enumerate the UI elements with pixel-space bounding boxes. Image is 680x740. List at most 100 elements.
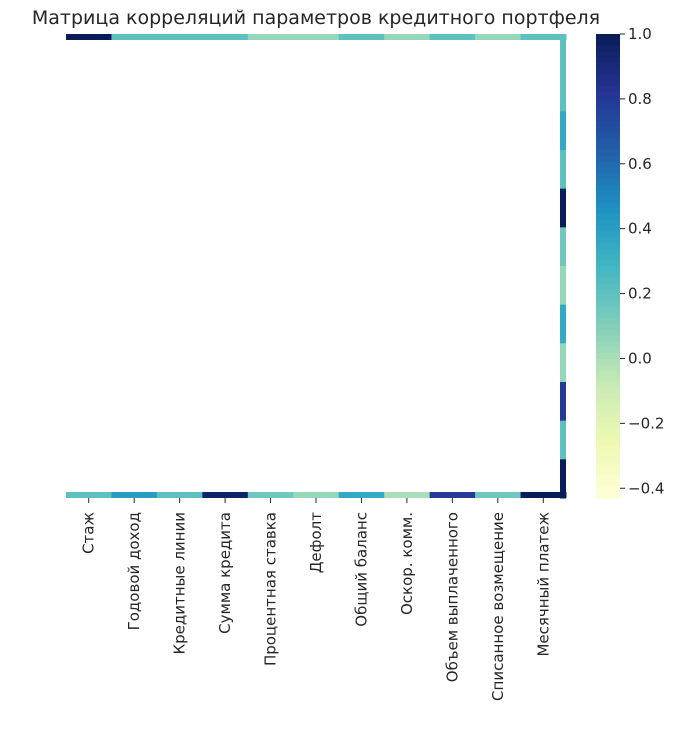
- colorbar-tick-label: 1.0: [628, 25, 652, 43]
- x-tick-label: Объем выплаченного: [443, 512, 461, 682]
- colorbar-segment: [596, 39, 620, 47]
- heatmap-cell-top-row: [66, 34, 112, 40]
- colorbar-segment: [596, 173, 620, 180]
- heatmap-cell-right-column: [560, 266, 566, 306]
- colorbar-segment: [596, 306, 620, 313]
- heatmap-cell-bottom-row: [338, 492, 385, 498]
- colorbar-segment: [596, 341, 620, 348]
- colorbar-segment: [596, 86, 620, 93]
- colorbar-segment: [596, 45, 620, 52]
- heatmap-cell-right-column: [560, 150, 566, 190]
- heatmap-cell-top-row: [111, 34, 158, 40]
- x-tick-label: Стаж: [80, 512, 98, 554]
- colorbar-segment: [596, 138, 620, 145]
- colorbar-segment: [596, 150, 620, 157]
- colorbar-segment: [596, 97, 620, 105]
- colorbar-segment: [596, 335, 620, 342]
- colorbar-segment: [596, 469, 620, 476]
- x-axis-tick-labels: Стаж Годовой доход Кредитные линии Сумма кр…: [80, 498, 552, 701]
- colorbar-segment: [596, 57, 620, 64]
- colorbar-segment: [596, 405, 620, 412]
- heatmap-cell-right-column: [560, 111, 566, 151]
- colorbar-segment: [596, 393, 620, 400]
- colorbar-tick-label: 0.8: [628, 90, 652, 108]
- x-tick-label: Общий баланс: [352, 512, 370, 627]
- heatmap-cell-top-row: [520, 34, 567, 40]
- colorbar-segment: [596, 231, 620, 238]
- heatmap-cell-top-row: [384, 34, 431, 40]
- heatmap-cell-top-row: [156, 34, 203, 40]
- heatmap-cell-bottom-row: [475, 492, 522, 498]
- colorbar-segment: [596, 51, 620, 58]
- colorbar-tick-label: −0.2: [628, 414, 664, 432]
- colorbar-segment: [596, 196, 620, 203]
- colorbar-segment: [596, 451, 620, 458]
- heatmap-cell-top-row: [247, 34, 294, 40]
- colorbar-segment: [596, 202, 620, 209]
- colorbar-segment: [596, 411, 620, 418]
- colorbar-segment: [596, 68, 620, 76]
- colorbar-segment: [596, 353, 620, 360]
- colorbar-segment: [596, 161, 620, 168]
- colorbar-segment: [596, 103, 620, 110]
- colorbar-segment: [596, 271, 620, 279]
- colorbar-segment: [596, 109, 620, 116]
- colorbar-tick-label: 0.2: [628, 285, 652, 303]
- chart-title: Матрица корреляций параметров кредитного…: [32, 7, 600, 29]
- colorbar-segment: [596, 445, 620, 453]
- colorbar-segment: [596, 480, 620, 487]
- heatmap-cell-top-row: [429, 34, 476, 40]
- colorbar-segment: [596, 132, 620, 139]
- heatmap-cell-top-row: [475, 34, 522, 40]
- colorbar-segment: [596, 312, 620, 319]
- heatmap-cell-right-column: [560, 304, 566, 344]
- colorbar-segment: [596, 283, 620, 290]
- colorbar-segment: [596, 289, 620, 296]
- x-tick-label: Кредитные линии: [171, 512, 189, 655]
- colorbar-segment: [596, 329, 620, 337]
- heatmap-cell-bottom-row: [66, 492, 112, 498]
- colorbar-tick-label: 0.6: [628, 155, 652, 173]
- heatmap-cell-bottom-row: [247, 492, 294, 498]
- heatmap-cell-bottom-row: [293, 492, 340, 498]
- colorbar-segment: [596, 225, 620, 232]
- heatmap-cell-bottom-row: [429, 492, 476, 498]
- colorbar-segment: [596, 300, 620, 308]
- heatmap-cell-right-column: [560, 227, 566, 267]
- colorbar-segment: [596, 242, 620, 250]
- colorbar-segment: [596, 370, 620, 377]
- colorbar-segment: [596, 167, 620, 174]
- heatmap-plot-area: [66, 34, 567, 499]
- colorbar-segment: [596, 184, 620, 192]
- colorbar-segment: [596, 219, 620, 226]
- heatmap-cell-top-row: [293, 34, 340, 40]
- colorbar: 1.0 0.8 0.6 0.4 0.2 0.0 −0.2 −0.4: [596, 25, 664, 499]
- colorbar-segment: [596, 376, 620, 383]
- colorbar-segment: [596, 63, 620, 70]
- colorbar-segment: [596, 237, 620, 244]
- colorbar-segment: [596, 266, 620, 273]
- colorbar-segment: [596, 248, 620, 255]
- heatmap-cell-right-column: [560, 34, 566, 74]
- colorbar-segment: [596, 428, 620, 435]
- colorbar-segment: [596, 347, 620, 354]
- colorbar-tick-label: 0.0: [628, 349, 652, 367]
- x-tick-label: Оскор. комм.: [398, 512, 416, 615]
- x-tick-label: Годовой доход: [125, 512, 143, 630]
- heatmap-cell-right-column: [560, 188, 566, 228]
- heatmap-cell-bottom-row: [520, 492, 567, 498]
- colorbar-segment: [596, 260, 620, 267]
- colorbar-segment: [596, 382, 620, 389]
- colorbar-segment: [596, 254, 620, 261]
- x-tick-label: Дефолт: [307, 512, 325, 574]
- colorbar-segment: [596, 92, 620, 99]
- colorbar-segment: [596, 399, 620, 406]
- colorbar-segment: [596, 486, 620, 493]
- colorbar-segment: [596, 277, 620, 284]
- colorbar-segment: [596, 422, 620, 429]
- colorbar-segment: [596, 213, 620, 221]
- colorbar-segment: [596, 144, 620, 151]
- colorbar-segment: [596, 115, 620, 122]
- colorbar-segment: [596, 295, 620, 302]
